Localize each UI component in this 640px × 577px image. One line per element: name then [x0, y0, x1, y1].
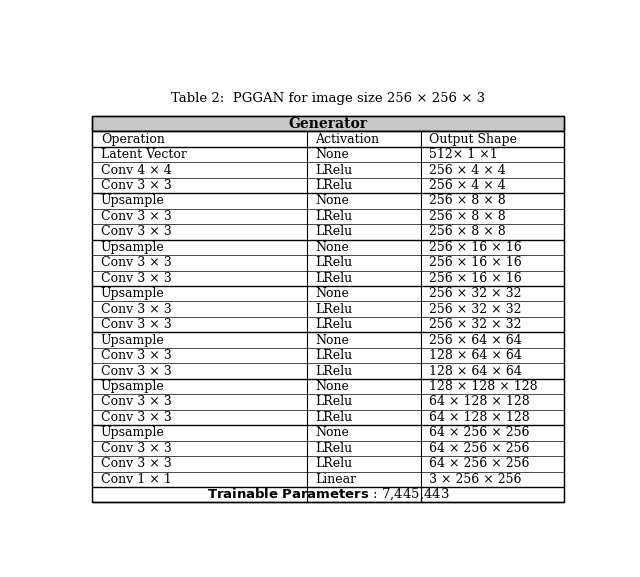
Bar [92, 132, 564, 147]
Text: LRelu: LRelu [316, 272, 353, 284]
Text: 64 × 256 × 256: 64 × 256 × 256 [429, 457, 530, 470]
Text: 64 × 128 × 128: 64 × 128 × 128 [429, 395, 530, 409]
Text: Linear: Linear [316, 473, 356, 486]
Text: Output Shape: Output Shape [429, 133, 517, 145]
Text: 128 × 64 × 64: 128 × 64 × 64 [429, 365, 522, 377]
Text: Conv 3 × 3: Conv 3 × 3 [101, 457, 172, 470]
Text: 3 × 256 × 256: 3 × 256 × 256 [429, 473, 522, 486]
Text: 256 × 8 × 8: 256 × 8 × 8 [429, 210, 506, 223]
Text: LRelu: LRelu [316, 179, 353, 192]
Text: LRelu: LRelu [316, 303, 353, 316]
Text: 128 × 64 × 64: 128 × 64 × 64 [429, 349, 522, 362]
Text: Latent Vector: Latent Vector [101, 148, 187, 161]
Text: Activation: Activation [316, 133, 380, 145]
Text: 256 × 32 × 32: 256 × 32 × 32 [429, 303, 522, 316]
Bar [92, 116, 564, 132]
Text: Conv 3 × 3: Conv 3 × 3 [101, 349, 172, 362]
Text: Conv 3 × 3: Conv 3 × 3 [101, 411, 172, 424]
Text: Table 2:  PGGAN for image size 256 × 256 × 3: Table 2: PGGAN for image size 256 × 256 … [171, 92, 485, 105]
Text: LRelu: LRelu [316, 395, 353, 409]
Text: Operation: Operation [101, 133, 164, 145]
Bar [92, 487, 564, 503]
Text: 64 × 128 × 128: 64 × 128 × 128 [429, 411, 530, 424]
Text: None: None [316, 287, 349, 300]
Text: 256 × 64 × 64: 256 × 64 × 64 [429, 334, 522, 347]
Text: Upsample: Upsample [101, 426, 164, 439]
Text: LRelu: LRelu [316, 457, 353, 470]
Text: 256 × 32 × 32: 256 × 32 × 32 [429, 318, 522, 331]
Text: $\bf{Trainable\ Parameters}$ : 7,445,443: $\bf{Trainable\ Parameters}$ : 7,445,443 [207, 487, 449, 503]
Text: Conv 3 × 3: Conv 3 × 3 [101, 365, 172, 377]
Text: 512× 1 ×1: 512× 1 ×1 [429, 148, 498, 161]
Text: None: None [316, 148, 349, 161]
Text: 256 × 4 × 4: 256 × 4 × 4 [429, 163, 506, 177]
Text: None: None [316, 334, 349, 347]
Text: Conv 4 × 4: Conv 4 × 4 [101, 163, 172, 177]
Text: Upsample: Upsample [101, 194, 164, 207]
Text: LRelu: LRelu [316, 256, 353, 269]
Text: Conv 3 × 3: Conv 3 × 3 [101, 442, 172, 455]
Text: LRelu: LRelu [316, 318, 353, 331]
Text: 64 × 256 × 256: 64 × 256 × 256 [429, 426, 530, 439]
Text: LRelu: LRelu [316, 349, 353, 362]
Text: Conv 3 × 3: Conv 3 × 3 [101, 256, 172, 269]
Text: Generator: Generator [289, 117, 367, 130]
Text: 128 × 128 × 128: 128 × 128 × 128 [429, 380, 538, 393]
Text: Upsample: Upsample [101, 287, 164, 300]
Text: Conv 3 × 3: Conv 3 × 3 [101, 395, 172, 409]
Text: Conv 3 × 3: Conv 3 × 3 [101, 272, 172, 284]
Text: None: None [316, 380, 349, 393]
Text: LRelu: LRelu [316, 163, 353, 177]
Text: None: None [316, 194, 349, 207]
Text: Upsample: Upsample [101, 241, 164, 254]
Text: 256 × 16 × 16: 256 × 16 × 16 [429, 272, 522, 284]
Text: LRelu: LRelu [316, 226, 353, 238]
Text: LRelu: LRelu [316, 365, 353, 377]
Text: Conv 1 × 1: Conv 1 × 1 [101, 473, 172, 486]
Text: LRelu: LRelu [316, 210, 353, 223]
Text: None: None [316, 426, 349, 439]
Text: 256 × 32 × 32: 256 × 32 × 32 [429, 287, 522, 300]
Text: LRelu: LRelu [316, 442, 353, 455]
Text: 256 × 16 × 16: 256 × 16 × 16 [429, 241, 522, 254]
Text: Conv 3 × 3: Conv 3 × 3 [101, 318, 172, 331]
Text: LRelu: LRelu [316, 411, 353, 424]
Text: Conv 3 × 3: Conv 3 × 3 [101, 210, 172, 223]
Text: Conv 3 × 3: Conv 3 × 3 [101, 303, 172, 316]
Text: 256 × 16 × 16: 256 × 16 × 16 [429, 256, 522, 269]
Text: Upsample: Upsample [101, 380, 164, 393]
Text: 256 × 8 × 8: 256 × 8 × 8 [429, 226, 506, 238]
Bar [92, 116, 564, 503]
Text: 256 × 8 × 8: 256 × 8 × 8 [429, 194, 506, 207]
Text: Conv 3 × 3: Conv 3 × 3 [101, 226, 172, 238]
Text: Conv 3 × 3: Conv 3 × 3 [101, 179, 172, 192]
Text: 64 × 256 × 256: 64 × 256 × 256 [429, 442, 530, 455]
Text: None: None [316, 241, 349, 254]
Text: 256 × 4 × 4: 256 × 4 × 4 [429, 179, 506, 192]
Text: Upsample: Upsample [101, 334, 164, 347]
